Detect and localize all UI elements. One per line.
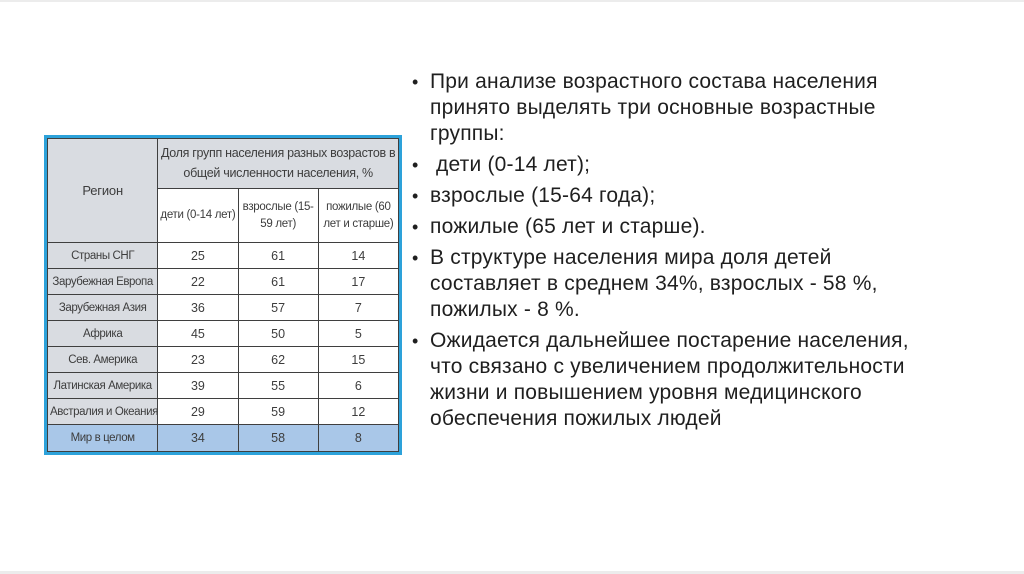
value-cell: 25 [157, 242, 239, 269]
bullet-item: • При анализе возрастного состава населе… [412, 69, 940, 147]
table-row: Сев. Америка 23 62 15 [46, 346, 400, 373]
bullet-icon: • [412, 217, 419, 237]
bullet-item: • Ожидается дальнейшее постарение населе… [412, 328, 940, 432]
slide-top-edge [0, 0, 1024, 2]
value-cell: 22 [157, 268, 239, 295]
population-age-table-frame: Регион Доля групп населения разных возра… [44, 135, 402, 455]
value-cell: 8 [317, 424, 400, 452]
value-cell: 39 [157, 372, 239, 399]
region-cell: Латинская Америка [46, 372, 159, 399]
value-cell: 23 [157, 346, 239, 373]
value-cell: 5 [317, 320, 400, 347]
bullet-item: • дети (0-14 лет); [412, 152, 940, 178]
table-row: Страны СНГ 25 61 14 [46, 242, 400, 269]
table-row: Зарубежная Азия 36 57 7 [46, 294, 400, 321]
bullet-item: • В структуре населения мира доля детей … [412, 245, 940, 323]
table-total-row: Мир в целом 34 58 8 [46, 424, 400, 452]
bullet-icon: • [412, 248, 419, 268]
column-header-elderly: пожилые (60 лет и старше) [317, 188, 400, 243]
bullet-icon: • [412, 72, 419, 92]
value-cell: 34 [157, 424, 239, 452]
value-cell: 57 [237, 294, 319, 321]
bullet-text: При анализе возрастного состава населени… [430, 70, 884, 145]
bullet-text: дети (0-14 лет); [430, 153, 591, 176]
value-cell: 62 [237, 346, 319, 373]
value-cell: 15 [317, 346, 400, 373]
region-cell: Австралия и Океания [46, 398, 159, 425]
bullet-list: • При анализе возрастного состава населе… [412, 69, 940, 432]
bullet-text: взрослые (15-64 года); [430, 184, 656, 207]
table-row: Австралия и Океания 29 59 12 [46, 398, 400, 425]
bullet-icon: • [412, 331, 419, 351]
value-cell: 50 [237, 320, 319, 347]
group-header: Доля групп населения разных возрастов в … [157, 138, 399, 189]
value-cell: 61 [237, 242, 319, 269]
column-header-adults: взрослые (15-59 лет) [237, 188, 319, 243]
value-cell: 61 [237, 268, 319, 295]
value-cell: 6 [317, 372, 400, 399]
value-cell: 58 [237, 424, 319, 452]
bullet-text: Ожидается дальнейшее постарение населени… [430, 329, 915, 430]
region-column-header: Регион [46, 138, 159, 243]
value-cell: 12 [317, 398, 400, 425]
bullet-icon: • [412, 155, 419, 175]
region-cell: Страны СНГ [46, 242, 159, 269]
region-cell: Зарубежная Европа [46, 268, 159, 295]
bullet-text: В структуре населения мира доля детей со… [430, 246, 884, 321]
bullet-item: • пожилые (65 лет и старше). [412, 214, 940, 240]
region-cell: Африка [46, 320, 159, 347]
value-cell: 14 [317, 242, 400, 269]
region-cell: Сев. Америка [46, 346, 159, 373]
table-row: Зарубежная Европа 22 61 17 [46, 268, 400, 295]
population-age-table: Регион Доля групп населения разных возра… [46, 138, 400, 452]
value-cell: 55 [237, 372, 319, 399]
region-cell: Зарубежная Азия [46, 294, 159, 321]
slide-text-content: • При анализе возрастного состава населе… [412, 69, 940, 437]
value-cell: 17 [317, 268, 400, 295]
value-cell: 36 [157, 294, 239, 321]
value-cell: 59 [237, 398, 319, 425]
bullet-item: • взрослые (15-64 года); [412, 183, 940, 209]
value-cell: 45 [157, 320, 239, 347]
bullet-icon: • [412, 186, 419, 206]
value-cell: 7 [317, 294, 400, 321]
region-cell-world: Мир в целом [46, 424, 159, 452]
value-cell: 29 [157, 398, 239, 425]
table-row: Африка 45 50 5 [46, 320, 400, 347]
column-header-children: дети (0-14 лет) [157, 188, 239, 243]
bullet-text: пожилые (65 лет и старше). [430, 215, 706, 238]
table-row: Латинская Америка 39 55 6 [46, 372, 400, 399]
slide-bottom-edge [0, 571, 1024, 574]
